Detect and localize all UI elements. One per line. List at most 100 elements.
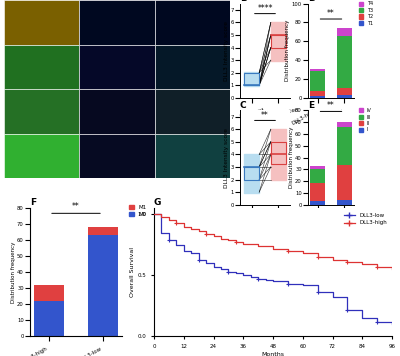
DLL3-high — [390, 267, 394, 271]
DLL3-high — [241, 240, 246, 245]
Y-axis label: DLL3 Intensity score: DLL3 Intensity score — [224, 21, 229, 81]
Text: C: C — [240, 101, 247, 110]
Bar — [310, 69, 325, 70]
DLL3-high — [360, 260, 365, 264]
Bar — [79, 89, 155, 134]
DLL3-high — [286, 246, 290, 251]
Text: ****: **** — [257, 4, 273, 13]
DLL3-high — [330, 257, 335, 262]
DLL3-low — [152, 212, 156, 216]
DLL3-low — [241, 271, 246, 275]
Text: **: ** — [72, 202, 80, 211]
DLL3-low — [241, 273, 246, 278]
DLL3-low — [248, 273, 253, 278]
Bar — [271, 35, 286, 48]
DLL3-high — [256, 241, 260, 246]
DLL3-high — [181, 221, 186, 225]
DLL3-high — [256, 244, 260, 248]
DLL3-low — [390, 320, 394, 324]
Bar — [79, 0, 155, 44]
DLL3-high — [159, 215, 164, 219]
Bar — [244, 167, 259, 179]
DLL3-low — [270, 279, 275, 284]
Bar — [337, 122, 352, 127]
DLL3-low — [234, 271, 238, 275]
DLL3-high — [218, 237, 223, 241]
DLL3-low — [181, 243, 186, 247]
DLL3-low — [286, 282, 290, 286]
DLL3-low — [204, 261, 208, 265]
DLL3-high — [345, 257, 350, 262]
Bar — [244, 73, 259, 85]
DLL3-high — [315, 255, 320, 259]
Y-axis label: Distribution frequency: Distribution frequency — [11, 242, 16, 303]
Legend: DLL3-low, DLL3-high: DLL3-low, DLL3-high — [342, 211, 389, 228]
DLL3-low — [286, 279, 290, 284]
DLL3-high — [189, 227, 194, 231]
Bar — [337, 95, 352, 98]
DLL3-low — [330, 290, 335, 295]
DLL3-low — [204, 257, 208, 262]
Text: **: ** — [327, 101, 335, 110]
DLL3-low — [263, 278, 268, 282]
DLL3-high — [286, 249, 290, 253]
DLL3-low — [390, 322, 394, 326]
Y-axis label: Overall Survival: Overall Survival — [130, 247, 135, 297]
Bar — [4, 44, 79, 89]
Text: E: E — [308, 101, 314, 110]
DLL3-high — [270, 244, 275, 248]
DLL3-low — [345, 308, 350, 312]
DLL3-low — [218, 267, 223, 271]
Bar — [34, 301, 64, 336]
Text: G: G — [154, 199, 161, 208]
Bar — [337, 164, 352, 200]
Legend: T4, T3, T2, T1: T4, T3, T2, T1 — [359, 1, 373, 26]
Bar — [88, 236, 118, 336]
Bar — [155, 0, 230, 44]
DLL3-high — [315, 251, 320, 256]
Bar — [155, 134, 230, 178]
Bar — [337, 200, 352, 205]
DLL3-low — [375, 320, 380, 324]
DLL3-high — [196, 229, 201, 234]
DLL3-low — [300, 283, 305, 287]
DLL3-high — [181, 224, 186, 229]
DLL3-low — [300, 282, 305, 286]
DLL3-high — [375, 262, 380, 267]
Text: **: ** — [327, 9, 335, 17]
X-axis label: Months: Months — [262, 352, 284, 356]
DLL3-low — [375, 316, 380, 320]
DLL3-low — [226, 267, 231, 271]
DLL3-high — [174, 218, 179, 222]
Bar — [155, 89, 230, 134]
DLL3-low — [166, 231, 171, 235]
DLL3-low — [360, 308, 365, 312]
DLL3-low — [196, 257, 201, 262]
DLL3-low — [181, 249, 186, 253]
Bar — [34, 285, 64, 301]
Text: **: ** — [261, 111, 269, 120]
Line: DLL3-high: DLL3-high — [154, 214, 392, 269]
DLL3-low — [360, 316, 365, 320]
DLL3-low — [315, 283, 320, 287]
DLL3-high — [360, 262, 365, 267]
DLL3-high — [234, 238, 238, 242]
Bar — [271, 142, 286, 164]
Y-axis label: Distribution frequency: Distribution frequency — [289, 127, 294, 188]
DLL3-low — [174, 238, 179, 242]
DLL3-high — [152, 212, 156, 216]
DLL3-high — [174, 221, 179, 225]
DLL3-low — [263, 277, 268, 281]
Bar — [310, 169, 325, 183]
Text: D: D — [308, 0, 316, 3]
DLL3-low — [189, 251, 194, 256]
DLL3-low — [196, 251, 201, 256]
Legend: M1, M0: M1, M0 — [129, 205, 147, 217]
Bar — [4, 0, 79, 44]
Bar — [310, 91, 325, 96]
DLL3-high — [270, 246, 275, 251]
DLL3-low — [330, 295, 335, 299]
DLL3-high — [211, 234, 216, 239]
DLL3-high — [226, 237, 231, 241]
Bar — [88, 227, 118, 236]
